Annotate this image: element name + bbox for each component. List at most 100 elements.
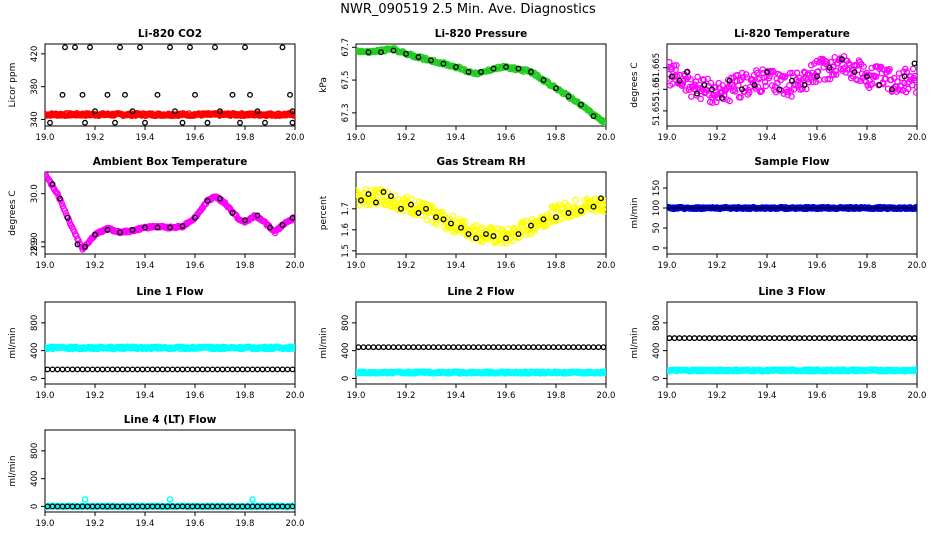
data-point-magenta [807,61,815,69]
data-point-black [791,335,798,342]
chart-line-1-flow: Line 1 Flow ml/min 19.0 19.2 19.4 19.6 19.8 20.… [8,286,305,401]
x-tick-label: 19.6 [808,133,827,143]
data-point-black [217,108,223,115]
data-point-black [134,366,141,373]
data-point-black [79,91,86,98]
data-point-magenta [731,88,739,95]
data-point-yellow [478,224,486,232]
data-point-black [876,335,883,342]
data-point-yellow [572,196,579,204]
x-tick-label: 20.0 [286,391,305,401]
plot-frame [355,301,607,385]
data-point-black [440,216,447,223]
data-point-black [841,335,848,342]
x-tick-label: 19.6 [808,391,827,401]
data-point-black [279,44,286,51]
data-point-black [59,366,66,373]
data-point-black [254,366,261,373]
data-point-black [365,344,372,351]
data-point-black [84,366,91,373]
data-point-black [709,86,715,93]
y-tick-label: 1.6 [341,223,351,237]
data-point-black [585,344,592,351]
y-tick-label: 800 [652,315,662,331]
x-tick-label: 19.0 [347,391,366,401]
data-point-black [59,91,66,98]
data-point-magenta [291,214,295,222]
data-point-black [262,119,268,126]
data-point-black [187,44,193,51]
data-point-yellow [552,217,560,225]
x-tick-label: 19.2 [708,391,727,401]
chart-title: Sample Flow [754,156,829,168]
x-tick-label: 19.8 [858,261,877,271]
data-point-magenta [786,82,793,89]
data-point-black [550,344,557,351]
data-point-black [553,214,559,221]
data-point-black [72,44,78,51]
data-point-black [503,235,509,242]
data-point-magenta [905,85,912,93]
data-point-magenta [824,75,831,83]
data-point-black [540,344,547,351]
data-point-black [49,181,56,188]
data-point-black [911,60,917,67]
data-point-black [736,335,743,342]
data-point-black [234,366,241,373]
data-point-black [535,344,542,351]
data-point-black [458,224,464,231]
data-point-black [212,44,218,51]
y-axis-label: ml/min [630,327,640,358]
data-point-black [746,335,753,342]
data-point-black [104,366,111,373]
chart-line-2-flow: Line 2 Flow ml/min 19.0 19.2 19.4 19.6 19.8 20.… [319,286,616,401]
data-point-black [94,366,101,373]
data-point-black [237,119,243,126]
data-point-black [540,216,547,223]
data-point-black [570,344,577,351]
data-point-black [64,366,71,373]
x-tick-label: 20.0 [908,391,927,401]
data-point-green [601,120,606,126]
data-point-black [891,335,898,342]
data-point-blue [913,205,917,212]
data-point-yellow [433,220,440,228]
x-tick-label: 20.0 [597,391,616,401]
data-point-black [669,73,675,80]
plot-area [45,343,295,373]
x-tick-label: 19.2 [86,133,105,143]
data-point-black [239,366,246,373]
data-point-black [217,195,223,202]
data-point-black [104,91,111,98]
data-point-black [676,77,683,84]
data-point-black [289,108,295,115]
x-tick-label: 19.4 [758,133,777,143]
data-point-yellow [516,233,523,241]
data-point-black [64,214,71,221]
y-tick-label: 0 [341,376,351,381]
data-point-magenta [667,58,673,66]
plot-frame [666,301,918,385]
data-point-black [901,335,908,342]
data-point-black [500,344,507,351]
data-point-black [761,335,768,342]
data-point-magenta [896,86,904,94]
data-point-magenta [738,69,746,77]
y-tick-label: 380 [30,79,40,95]
data-point-black [896,335,903,342]
data-point-black [739,86,745,93]
x-tick-label: 19.4 [447,261,466,271]
data-point-black [119,366,126,373]
data-point-magenta [912,89,917,96]
page-title: NWR_090519 2.5 Min. Ave. Diagnostics [340,2,596,17]
data-point-black [811,335,818,342]
data-point-black [204,197,211,204]
data-point-black [204,366,211,373]
data-point-black [716,335,723,342]
data-point-black [164,366,171,373]
data-point-black [590,113,597,120]
data-point-black [575,344,582,351]
x-tick-label: 19.8 [236,519,255,529]
data-point-black [373,199,379,206]
data-point-magenta [788,93,795,100]
